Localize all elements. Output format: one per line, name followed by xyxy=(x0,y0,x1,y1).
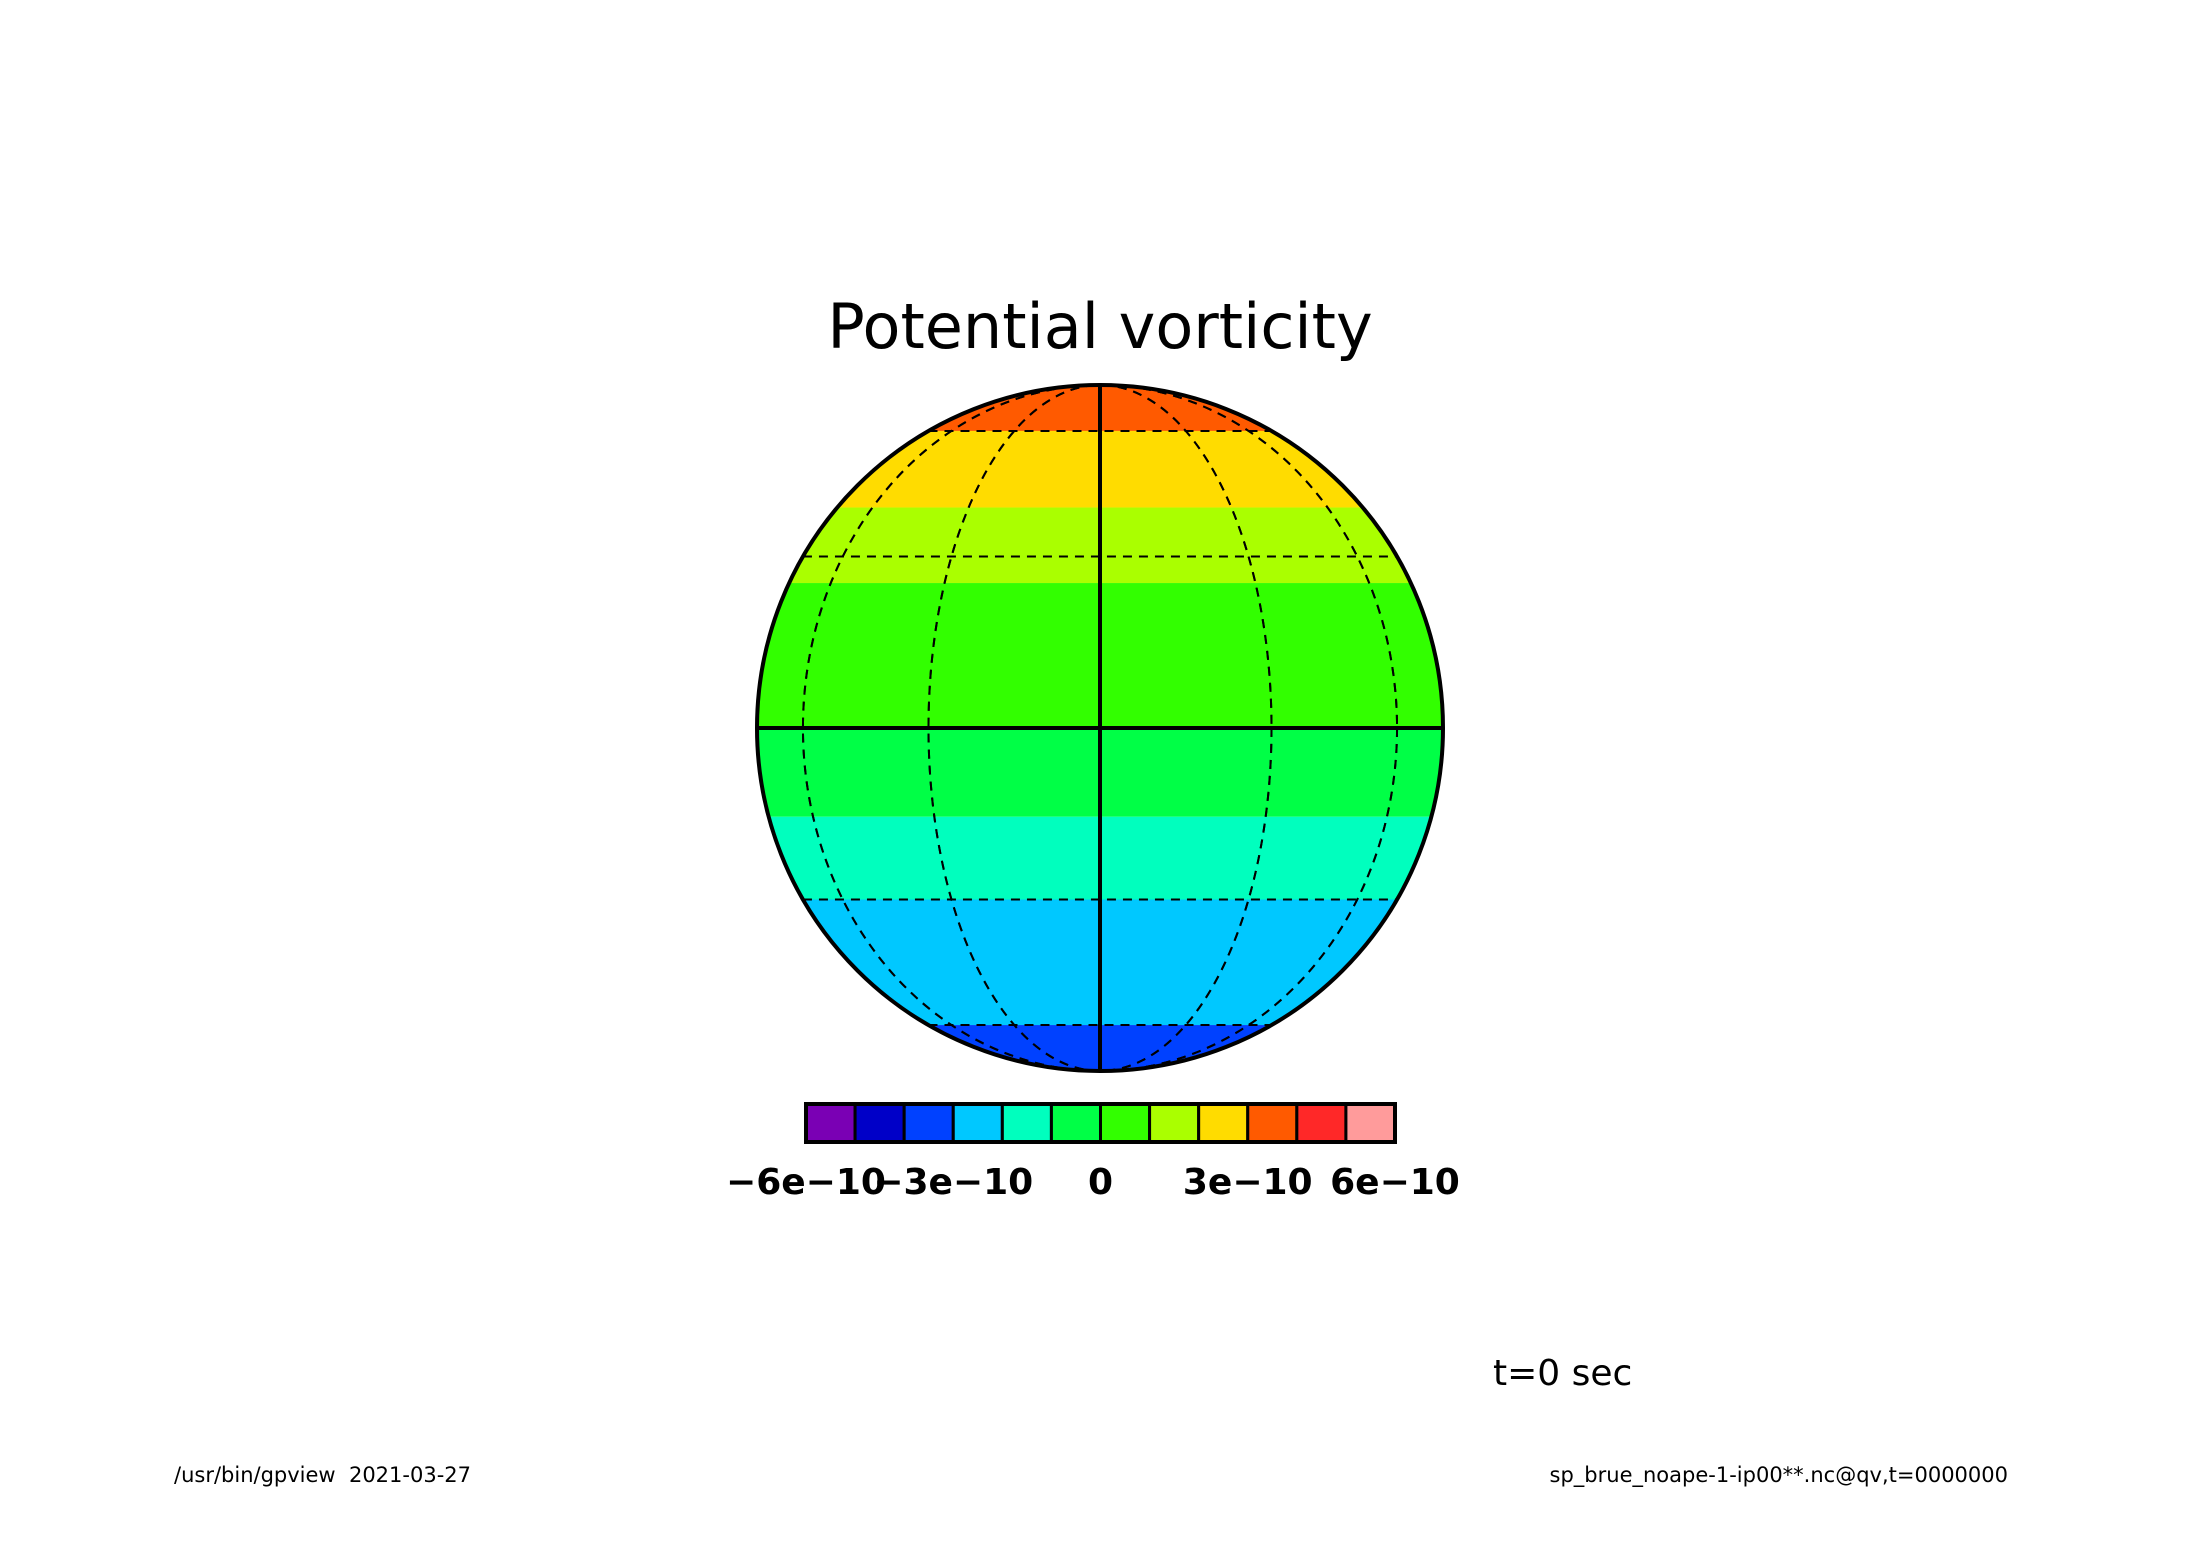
colorbar-tick-label: −3e−10 xyxy=(873,1162,1033,1203)
colorbar-cell xyxy=(1246,1102,1299,1144)
colorbar-cell xyxy=(853,1102,906,1144)
colorbar-cell xyxy=(1099,1102,1152,1144)
colorbar-cell xyxy=(1148,1102,1201,1144)
colorbar-cell xyxy=(1344,1102,1397,1144)
colorbar-tick-label: 3e−10 xyxy=(1183,1162,1313,1203)
time-label: t=0 sec xyxy=(1493,1353,1632,1394)
footer-left: /usr/bin/gpview 2021-03-27 xyxy=(174,1463,471,1487)
chart-title: Potential vorticity xyxy=(827,290,1372,363)
colorbar-cell xyxy=(951,1102,1004,1144)
colorbar-cell xyxy=(1000,1102,1053,1144)
colorbar-cell xyxy=(1049,1102,1102,1144)
colorbar xyxy=(804,1102,1397,1144)
colorbar-frame xyxy=(804,1102,1397,1144)
colorbar-tick-label: 0 xyxy=(1088,1162,1113,1203)
footer-right: sp_brue_noape-1-ip00**.nc@qv,t=0000000 xyxy=(1550,1463,2008,1488)
globe xyxy=(757,385,1443,1071)
colorbar-tick-label: 6e−10 xyxy=(1330,1162,1460,1203)
colorbar-cell xyxy=(902,1102,955,1144)
graticule xyxy=(757,385,1443,1071)
colorbar-tick-label: −6e−10 xyxy=(726,1162,886,1203)
globe-outline xyxy=(755,383,1445,1073)
colorbar-cell xyxy=(1197,1102,1250,1144)
colorbar-cell xyxy=(804,1102,857,1144)
colorbar-ticks: −6e−10−3e−10 0 3e−10 6e−10 xyxy=(726,1162,1460,1203)
colorbar-cell xyxy=(1295,1102,1348,1144)
